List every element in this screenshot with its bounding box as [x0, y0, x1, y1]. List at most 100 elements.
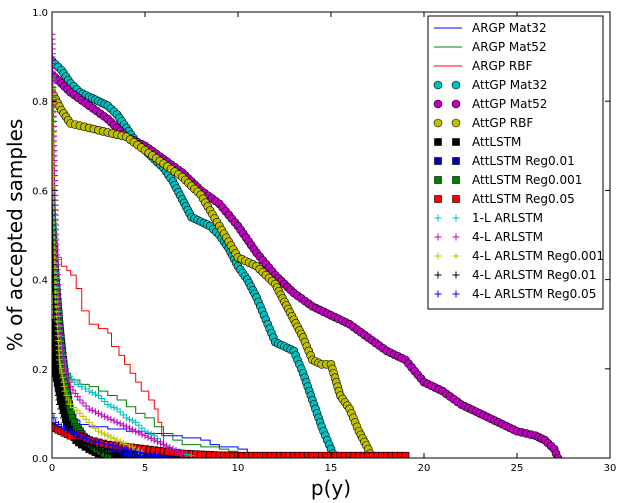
data-point	[63, 392, 71, 400]
data-point	[88, 421, 96, 429]
data-point	[82, 415, 90, 423]
data-point	[108, 451, 116, 458]
data-point	[119, 421, 127, 429]
data-point	[82, 435, 90, 443]
data-point	[110, 417, 118, 425]
data-point	[157, 439, 164, 447]
legend-label: AttLSTM Reg0.001	[472, 173, 582, 187]
data-point	[160, 452, 168, 458]
data-point	[110, 403, 118, 411]
data-point	[85, 436, 93, 444]
data-point	[138, 430, 146, 438]
series-4-l-arlstm-reg0-05	[52, 409, 168, 458]
legend-swatch	[433, 99, 443, 109]
data-point	[144, 433, 152, 441]
data-point	[73, 430, 81, 438]
data-point	[85, 418, 93, 426]
data-point	[116, 408, 124, 416]
legend-swatch	[452, 290, 460, 298]
data-point	[95, 438, 102, 446]
y-tick-label: 0.6	[32, 186, 48, 197]
data-point	[150, 451, 158, 458]
data-point	[132, 418, 140, 426]
x-tick-label: 20	[418, 463, 431, 474]
legend-swatch	[452, 271, 460, 279]
data-point	[188, 452, 195, 458]
data-point	[160, 441, 168, 449]
y-axis: 0.0 0.2 0.4 0.6 0.8 1.0	[32, 8, 610, 465]
data-point	[70, 403, 78, 411]
legend-label: 4-L ARLSTM Reg0.001	[472, 249, 604, 263]
data-point	[401, 451, 410, 458]
legend-item: AttGP RBF	[433, 116, 533, 130]
data-point	[163, 442, 171, 450]
legend-item: 4-L ARLSTM	[434, 230, 543, 244]
legend-item: AttLSTM Reg0.01	[434, 154, 575, 168]
data-point	[104, 441, 112, 449]
legend-item: AttLSTM Reg0.001	[434, 173, 582, 187]
data-point	[141, 432, 149, 440]
data-point	[55, 356, 63, 364]
y-axis-label: % of accepted samples	[3, 119, 27, 352]
data-point	[60, 383, 68, 391]
legend-label: ARGP Mat32	[472, 21, 547, 35]
legend-item: 4-L ARLSTM Reg0.001	[434, 249, 604, 263]
legend-label: AttGP RBF	[472, 116, 533, 130]
legend-swatch	[433, 80, 443, 90]
data-point	[98, 411, 106, 419]
legend-item: AttLSTM	[434, 135, 521, 149]
data-point	[138, 424, 146, 432]
legend-label: 4-L ARLSTM	[472, 230, 543, 244]
data-point	[116, 438, 124, 446]
data-point	[183, 451, 191, 458]
legend-item: 4-L ARLSTM Reg0.05	[434, 287, 596, 301]
data-point	[52, 75, 56, 83]
data-point	[88, 406, 96, 414]
data-point	[52, 414, 58, 422]
data-point	[67, 427, 75, 435]
legend-swatch	[434, 214, 442, 222]
data-point	[57, 335, 65, 343]
data-point	[113, 452, 121, 458]
legend-swatch	[451, 118, 461, 128]
data-point	[108, 442, 116, 450]
data-point	[52, 409, 56, 417]
data-point	[104, 450, 112, 458]
data-point	[67, 400, 75, 408]
data-point	[122, 445, 130, 453]
data-point	[65, 396, 73, 404]
data-point	[101, 412, 109, 420]
data-point	[78, 383, 86, 391]
data-point	[553, 453, 563, 458]
data-point	[126, 415, 133, 423]
data-point	[169, 445, 177, 453]
legend-label: ARGP RBF	[472, 59, 532, 73]
data-point	[61, 387, 69, 395]
legend-swatch	[452, 157, 460, 165]
legend-swatch	[434, 252, 442, 260]
legend-swatch	[451, 80, 461, 90]
data-point	[119, 439, 127, 447]
x-axis: 0 5 10 15 20 25 30	[49, 12, 616, 474]
data-point	[126, 424, 133, 432]
data-point	[104, 414, 112, 422]
data-point	[129, 426, 137, 434]
data-point	[70, 429, 78, 437]
legend-item: 4-L ARLSTM Reg0.01	[434, 268, 596, 282]
data-point	[178, 450, 186, 458]
legend-label: 4-L ARLSTM Reg0.01	[472, 268, 596, 282]
data-point	[76, 432, 84, 440]
data-point	[85, 405, 93, 413]
data-point	[74, 380, 82, 388]
data-point	[132, 427, 140, 435]
legend-swatch	[434, 271, 442, 279]
legend-item: 1-L ARLSTM	[434, 211, 543, 225]
data-point	[110, 435, 118, 443]
y-tick-label: 0.2	[32, 365, 48, 376]
data-point	[95, 427, 102, 435]
data-point	[81, 385, 89, 393]
data-point	[107, 402, 115, 410]
series-layer	[52, 30, 563, 458]
legend-item: AttGP Mat32	[433, 78, 547, 92]
data-point	[91, 424, 99, 432]
